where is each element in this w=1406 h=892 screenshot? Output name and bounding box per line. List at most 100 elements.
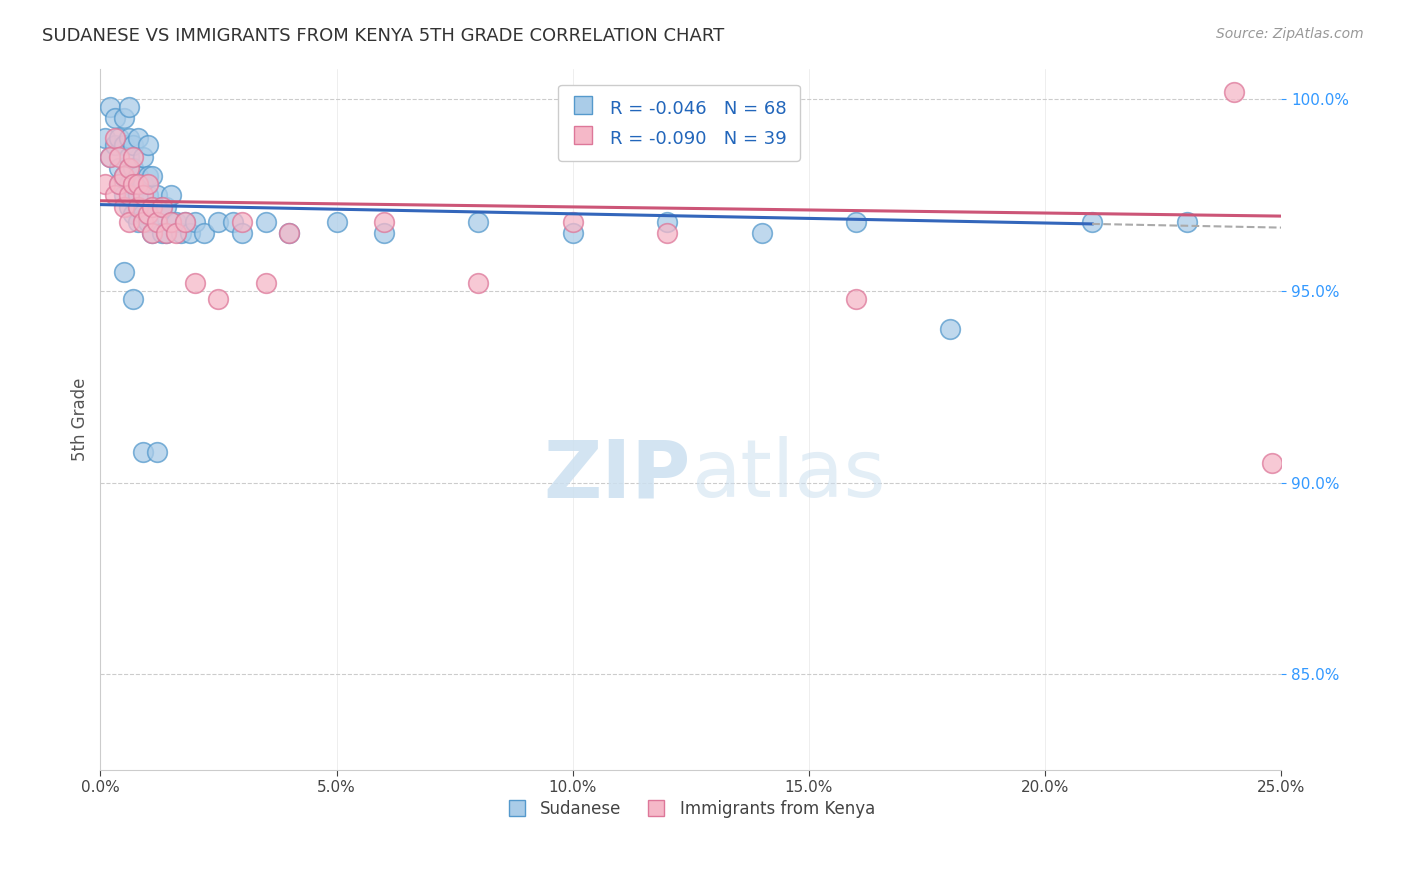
Point: [179, 227, 201, 241]
Point: [169, 227, 191, 241]
Point: [132, 188, 155, 202]
Point: [141, 169, 163, 183]
Point: [160, 188, 183, 202]
Point: [98, 100, 121, 114]
Point: [160, 215, 183, 229]
Point: [150, 227, 173, 241]
Point: [174, 215, 197, 229]
Point: [1260, 456, 1282, 470]
Point: [278, 227, 301, 241]
Point: [221, 215, 243, 229]
Point: [467, 276, 489, 290]
Point: [207, 292, 229, 306]
Point: [146, 215, 169, 229]
Point: [136, 188, 159, 202]
Point: [118, 150, 141, 164]
Point: [103, 138, 125, 153]
Text: ZIP: ZIP: [544, 436, 690, 515]
Point: [132, 207, 155, 221]
Point: [118, 177, 141, 191]
Point: [98, 150, 121, 164]
Point: [132, 150, 155, 164]
Point: [165, 227, 187, 241]
Y-axis label: 5th Grade: 5th Grade: [72, 377, 89, 461]
Point: [184, 215, 207, 229]
Point: [845, 215, 868, 229]
Point: [155, 200, 177, 214]
Point: [118, 130, 141, 145]
Point: [141, 227, 163, 241]
Point: [94, 130, 117, 145]
Point: [1223, 85, 1246, 99]
Point: [122, 177, 145, 191]
Point: [127, 169, 149, 183]
Point: [127, 200, 149, 214]
Point: [136, 169, 159, 183]
Point: [160, 215, 183, 229]
Point: [108, 150, 131, 164]
Point: [122, 161, 145, 176]
Point: [146, 445, 169, 459]
Point: [132, 215, 155, 229]
Point: [136, 215, 159, 229]
Point: [1081, 215, 1104, 229]
Point: [373, 215, 395, 229]
Point: [122, 292, 145, 306]
Point: [373, 227, 395, 241]
Point: [254, 215, 277, 229]
Point: [132, 445, 155, 459]
Point: [184, 276, 207, 290]
Point: [112, 169, 135, 183]
Text: SUDANESE VS IMMIGRANTS FROM KENYA 5TH GRADE CORRELATION CHART: SUDANESE VS IMMIGRANTS FROM KENYA 5TH GR…: [42, 27, 724, 45]
Point: [127, 130, 149, 145]
Point: [561, 215, 583, 229]
Point: [112, 112, 135, 126]
Point: [939, 322, 962, 336]
Point: [467, 215, 489, 229]
Point: [155, 227, 177, 241]
Point: [278, 227, 301, 241]
Point: [108, 177, 131, 191]
Point: [231, 215, 253, 229]
Text: atlas: atlas: [690, 436, 886, 515]
Point: [103, 112, 125, 126]
Point: [118, 215, 141, 229]
Point: [845, 292, 868, 306]
Text: Source: ZipAtlas.com: Source: ZipAtlas.com: [1216, 27, 1364, 41]
Point: [655, 227, 678, 241]
Point: [108, 177, 131, 191]
Point: [118, 161, 141, 176]
Point: [127, 177, 149, 191]
Point: [112, 188, 135, 202]
Point: [127, 188, 149, 202]
Legend: Sudanese, Immigrants from Kenya: Sudanese, Immigrants from Kenya: [501, 794, 882, 825]
Point: [122, 138, 145, 153]
Point: [136, 138, 159, 153]
Point: [132, 177, 155, 191]
Point: [325, 215, 347, 229]
Point: [231, 227, 253, 241]
Point: [155, 227, 177, 241]
Point: [122, 188, 145, 202]
Point: [98, 150, 121, 164]
Point: [112, 200, 135, 214]
Point: [146, 215, 169, 229]
Point: [122, 150, 145, 164]
Point: [136, 207, 159, 221]
Point: [141, 227, 163, 241]
Point: [112, 169, 135, 183]
Point: [174, 215, 197, 229]
Point: [207, 215, 229, 229]
Point: [751, 227, 773, 241]
Point: [118, 188, 141, 202]
Point: [108, 130, 131, 145]
Point: [1175, 215, 1198, 229]
Point: [103, 188, 125, 202]
Point: [118, 200, 141, 214]
Point: [150, 200, 173, 214]
Point: [136, 177, 159, 191]
Point: [254, 276, 277, 290]
Point: [108, 161, 131, 176]
Point: [146, 188, 169, 202]
Point: [118, 100, 141, 114]
